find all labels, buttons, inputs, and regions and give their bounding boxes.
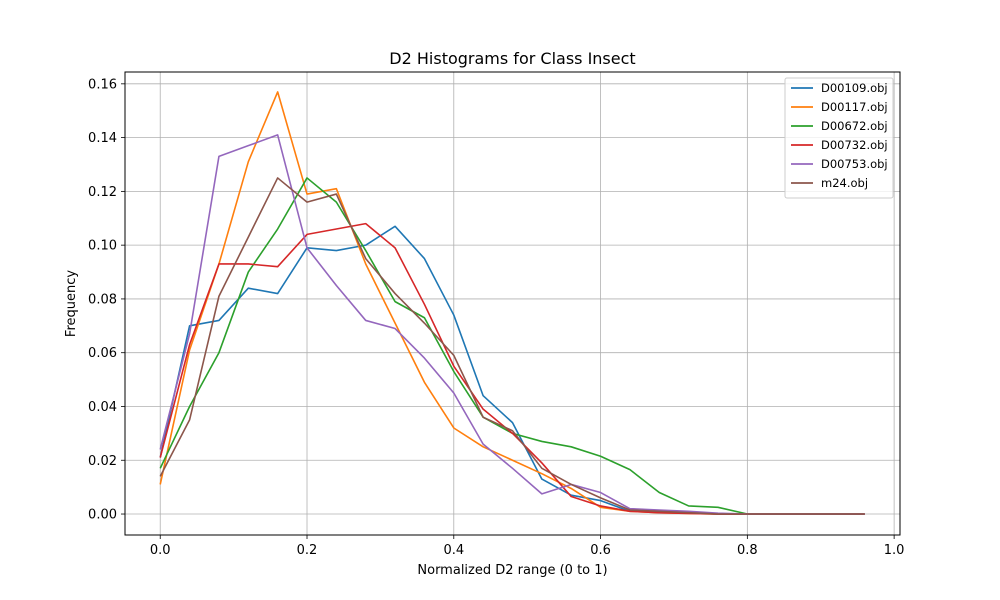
- legend-label: D00109.obj: [821, 81, 888, 95]
- x-tick-label: 0.0: [150, 543, 171, 558]
- y-tick-label: 0.16: [88, 77, 117, 92]
- series-line-d00732-obj: [159, 222, 865, 515]
- legend-label: D00672.obj: [821, 119, 888, 133]
- y-tick-label: 0.10: [88, 239, 117, 254]
- series-line-m24-obj: [159, 177, 865, 515]
- legend-box: [784, 77, 894, 199]
- x-tick-label: 0.2: [297, 543, 318, 558]
- y-axis-label: Frequency: [64, 270, 79, 337]
- y-tick-label: 0.02: [88, 454, 117, 469]
- x-axis-label: Normalized D2 range (0 to 1): [417, 563, 607, 578]
- legend: D00109.obj D00117.obj D00672.obj D00732.obj…: [784, 77, 894, 199]
- series-lines: [159, 91, 865, 515]
- axis-ticks: 0.0 0.2 0.4 0.6 0.8 1.0 0.00 0.02 0.04 0.06 0.08 0.…: [88, 77, 904, 558]
- plot-area-frame: [124, 71, 901, 536]
- x-tick-label: 0.4: [443, 543, 464, 558]
- legend-label: D00753.obj: [821, 157, 888, 171]
- series-line-d00109-obj: [159, 225, 865, 515]
- legend-label: D00117.obj: [821, 100, 888, 114]
- y-tick-label: 0.04: [88, 400, 117, 415]
- y-tick-label: 0.12: [88, 185, 117, 200]
- y-tick-label: 0.08: [88, 292, 117, 307]
- chart-title: D2 Histograms for Class Insect: [389, 49, 635, 68]
- grid-lines: [125, 72, 900, 535]
- series-line-d00753-obj: [159, 134, 865, 515]
- x-tick-label: 0.8: [737, 543, 758, 558]
- y-tick-label: 0.14: [88, 131, 117, 146]
- y-tick-label: 0.06: [88, 346, 117, 361]
- legend-label: D00732.obj: [821, 138, 888, 152]
- series-line-d00672-obj: [159, 177, 865, 515]
- x-tick-label: 0.6: [590, 543, 611, 558]
- legend-label: m24.obj: [821, 176, 868, 190]
- y-tick-label: 0.00: [88, 508, 117, 523]
- series-line-d00117-obj: [159, 91, 865, 515]
- x-tick-label: 1.0: [884, 543, 905, 558]
